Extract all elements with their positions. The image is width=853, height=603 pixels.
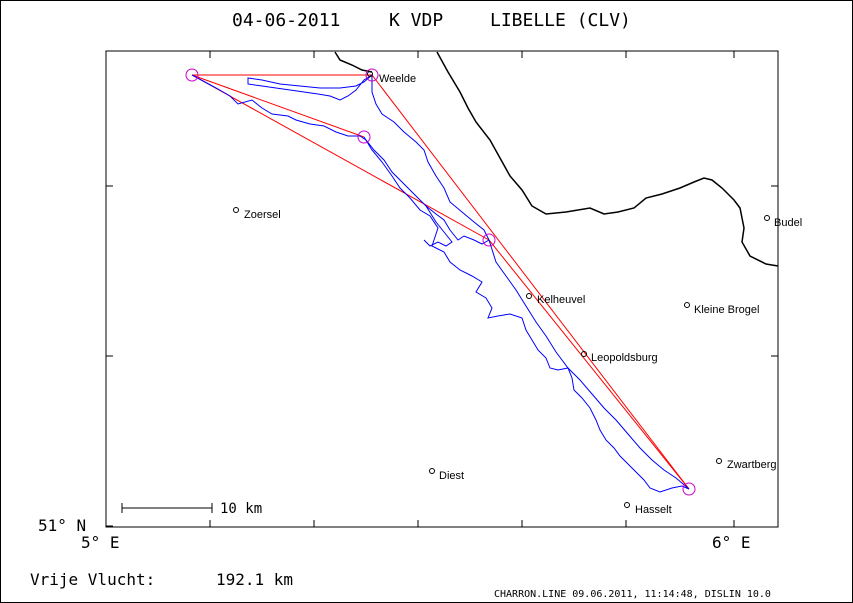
scale-bar-label: 10 km — [220, 501, 262, 517]
place-weelde: Weelde — [379, 73, 416, 85]
place-zoersel: Zoersel — [244, 209, 281, 221]
national-border — [334, 51, 779, 267]
distance-label: Vrije Vlucht: — [30, 570, 155, 589]
lon-label-left: 5° E — [81, 533, 120, 552]
place-diest: Diest — [439, 470, 464, 482]
y-ticks — [106, 185, 778, 527]
lon-label-right: 6° E — [712, 533, 751, 552]
place-budel: Budel — [774, 217, 802, 229]
flight-track — [191, 74, 690, 493]
scale-bar — [121, 503, 213, 513]
software-line: CHARRON.LINE 09.06.2011, 11:14:48, DISLI… — [494, 589, 771, 600]
turnpoint-start — [185, 68, 199, 82]
plot-area — [105, 50, 779, 528]
pilot-name: K VDP — [389, 10, 443, 31]
x-ticks — [105, 51, 735, 527]
place-markers — [233, 71, 770, 508]
place-kleine-brogel: Kleine Brogel — [694, 304, 759, 316]
place-kelheuvel: Kelheuvel — [537, 294, 585, 306]
lat-label: 51° N — [38, 516, 86, 535]
place-hasselt: Hasselt — [635, 504, 672, 516]
place-zwartberg: Zwartberg — [727, 459, 777, 471]
turnpoint-2 — [357, 130, 371, 144]
flight-date: 04-06-2011 — [232, 10, 340, 31]
turnpoints — [185, 68, 696, 496]
place-leopoldsburg: Leopoldsburg — [591, 352, 658, 364]
turnpoint-3 — [482, 233, 496, 247]
turnpoint-weelde — [365, 68, 379, 82]
distance-value: 192.1 km — [216, 570, 293, 589]
task-lines — [191, 74, 690, 490]
turnpoint-finish — [682, 482, 696, 496]
glider-name: LIBELLE (CLV) — [490, 10, 631, 31]
